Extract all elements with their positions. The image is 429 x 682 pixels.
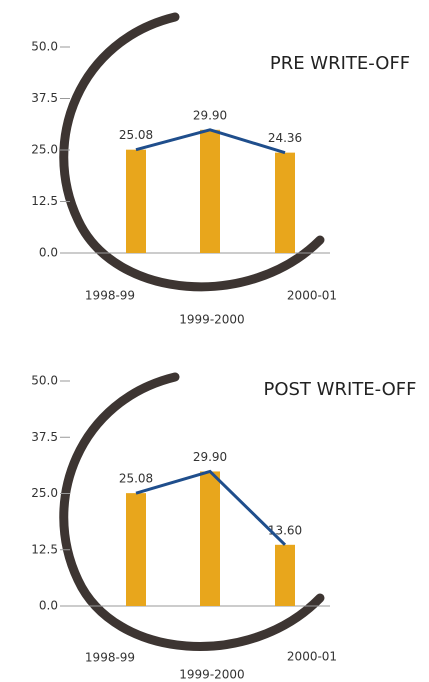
bar bbox=[126, 149, 146, 253]
decor-arc bbox=[59, 372, 325, 651]
x-tick-label: 2000-01 bbox=[287, 650, 337, 664]
y-tick-label: 37.5 bbox=[31, 430, 58, 444]
data-label: 25.08 bbox=[119, 128, 153, 142]
bar bbox=[200, 471, 220, 606]
data-label: 13.60 bbox=[268, 523, 302, 537]
data-label: 25.08 bbox=[119, 472, 153, 486]
data-label: 29.90 bbox=[193, 108, 227, 122]
y-tick-label: 12.5 bbox=[31, 542, 58, 556]
x-tick-label: 1998-99 bbox=[85, 651, 135, 665]
x-tick-label: 1999-2000 bbox=[179, 313, 244, 327]
data-label: 29.90 bbox=[193, 450, 227, 464]
bar bbox=[126, 493, 146, 606]
x-tick-label: 1998-99 bbox=[85, 289, 135, 303]
line bbox=[135, 128, 286, 155]
y-tick-label: 25.0 bbox=[31, 143, 58, 157]
x-tick-label: 1999-2000 bbox=[179, 668, 244, 682]
y-tick-label: 0.0 bbox=[39, 599, 58, 613]
y-tick-label: 50.0 bbox=[31, 374, 58, 388]
y-tick-label: 0.0 bbox=[39, 246, 58, 260]
bar bbox=[275, 152, 295, 253]
y-tick-label: 50.0 bbox=[31, 40, 58, 54]
bar bbox=[200, 129, 220, 253]
y-tick-label: 12.5 bbox=[31, 194, 58, 208]
line bbox=[135, 469, 287, 546]
y-tick-label: 37.5 bbox=[31, 91, 58, 105]
bar bbox=[275, 544, 295, 606]
y-tick-label: 25.0 bbox=[31, 486, 58, 500]
chart-title: PRE WRITE-OFF bbox=[270, 53, 410, 74]
decor-arc bbox=[59, 12, 325, 292]
data-label: 24.36 bbox=[268, 131, 302, 145]
x-tick-label: 2000-01 bbox=[287, 289, 337, 303]
chart-title: POST WRITE-OFF bbox=[263, 379, 416, 400]
